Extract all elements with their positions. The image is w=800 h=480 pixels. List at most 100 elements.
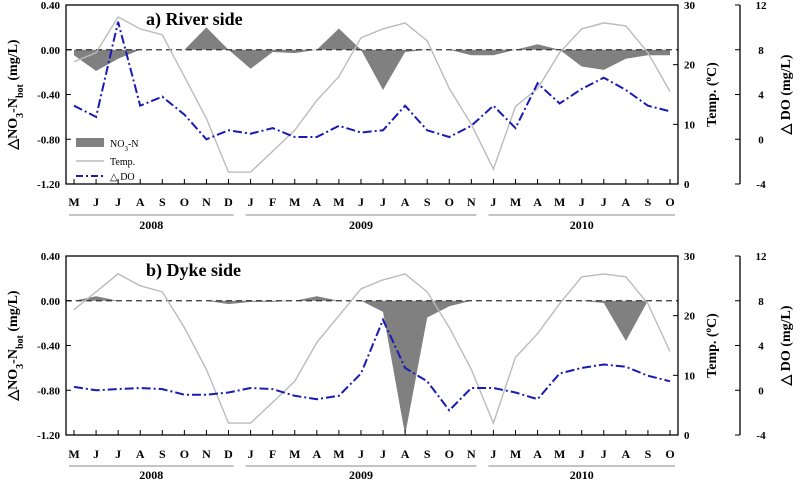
legend-label-no3-part: NO xyxy=(110,139,124,150)
year-label: 2008 xyxy=(139,468,163,480)
temp-tick-label: 30 xyxy=(684,0,696,12)
month-label: O xyxy=(665,195,674,209)
month-label: J xyxy=(380,195,386,209)
month-label: J xyxy=(115,447,121,461)
legend-label-temp: Temp. xyxy=(110,157,135,168)
left-tick-label: -0.40 xyxy=(37,341,60,353)
left-tick-label: -0.80 xyxy=(37,134,60,146)
month-label: M xyxy=(554,447,565,461)
left-tick-label: 0.00 xyxy=(41,296,61,308)
temp-tick-label: 0 xyxy=(684,430,690,442)
month-label: F xyxy=(269,447,276,461)
month-label: M xyxy=(68,447,79,461)
month-label: M xyxy=(554,195,565,209)
month-label: M xyxy=(289,195,300,209)
temp-tick-label: 10 xyxy=(684,119,696,131)
month-label: J xyxy=(248,195,254,209)
do-tick-label: 0 xyxy=(758,134,764,146)
month-label: O xyxy=(180,195,189,209)
month-label: J xyxy=(115,195,121,209)
month-label: J xyxy=(93,447,99,461)
left-tick-label: 0.00 xyxy=(41,45,61,57)
month-label: S xyxy=(424,447,431,461)
month-label: M xyxy=(333,195,344,209)
month-label: J xyxy=(490,447,496,461)
month-label: O xyxy=(665,447,674,461)
month-label: D xyxy=(224,195,233,209)
month-label: J xyxy=(93,195,99,209)
legend-label-no3-part: 3 xyxy=(124,145,128,153)
month-label: J xyxy=(380,447,386,461)
month-label: J xyxy=(601,447,607,461)
month-label: O xyxy=(180,447,189,461)
do-tick-label: 4 xyxy=(758,90,764,102)
do-axis-title: △ DO (mg/L) xyxy=(779,54,794,135)
month-label: A xyxy=(401,195,410,209)
left-axis-title-part: bot xyxy=(15,334,26,349)
do-tick-label: 0 xyxy=(758,385,764,397)
legend: NO3-N Temp. △ DO xyxy=(76,138,139,183)
temp-tick-label: 20 xyxy=(684,60,696,72)
do-tick-label: -4 xyxy=(756,430,766,442)
temp-tick-label: 10 xyxy=(684,370,696,382)
left-axis-title-part: 3 xyxy=(15,113,26,118)
month-label: A xyxy=(622,195,631,209)
temp-tick-label: 20 xyxy=(684,311,696,323)
month-label: M xyxy=(68,195,79,209)
legend-label-no3-part: -N xyxy=(128,139,139,150)
month-label: J xyxy=(490,195,496,209)
left-axis-title-part: △NO xyxy=(6,118,21,151)
left-tick-label: 0.40 xyxy=(41,0,61,12)
plot-frame xyxy=(65,4,679,185)
temp-axis-title-part: o xyxy=(703,76,713,81)
do-tick-label: -4 xyxy=(756,179,766,191)
temp-axis-title: Temp. (oC) xyxy=(703,313,720,378)
temp-line xyxy=(73,273,671,426)
month-label: N xyxy=(467,447,476,461)
temp-axis-title-part: Temp. ( xyxy=(705,81,720,127)
month-label: N xyxy=(202,447,211,461)
month-label: A xyxy=(136,195,145,209)
legend-label-no3: NO3-N xyxy=(110,139,139,153)
year-label: 2008 xyxy=(139,218,163,232)
month-label: J xyxy=(579,447,585,461)
left-axis-title-part: -N xyxy=(6,98,21,113)
legend-swatch-no3 xyxy=(76,138,104,147)
temp-axis-title-part: o xyxy=(703,327,713,332)
month-label: A xyxy=(622,447,631,461)
temp-axis-title-part: Temp. ( xyxy=(705,332,720,378)
temp-line xyxy=(73,15,671,173)
do-line xyxy=(73,317,671,412)
month-label: S xyxy=(159,447,166,461)
month-label: A xyxy=(312,447,321,461)
month-label: D xyxy=(224,447,233,461)
month-label: A xyxy=(136,447,145,461)
month-label: A xyxy=(533,447,542,461)
left-tick-label: 0.40 xyxy=(41,251,61,263)
left-axis-title: △NO3-Nbot (mg/L) xyxy=(6,290,26,402)
left-axis-title-part: bot xyxy=(15,83,26,98)
left-axis-title-part: (mg/L) xyxy=(6,39,21,84)
month-label: J xyxy=(579,195,585,209)
month-label: S xyxy=(645,447,652,461)
do-tick-label: 4 xyxy=(758,341,764,353)
month-label: M xyxy=(510,195,521,209)
year-label: 2009 xyxy=(349,468,373,480)
left-tick-label: -1.20 xyxy=(37,179,60,191)
month-label: O xyxy=(445,447,454,461)
month-label: M xyxy=(510,447,521,461)
do-axis-title: △ DO (mg/L) xyxy=(779,305,794,386)
year-label: 2010 xyxy=(570,468,594,480)
no3-area xyxy=(74,27,670,90)
panel-title: a) River side xyxy=(146,9,243,30)
no3-area xyxy=(74,296,670,435)
month-label: S xyxy=(159,195,166,209)
month-label: N xyxy=(467,195,476,209)
left-axis-title-part: -N xyxy=(6,349,21,364)
month-label: J xyxy=(358,195,364,209)
do-tick-label: 12 xyxy=(756,251,768,263)
month-label: M xyxy=(333,447,344,461)
temp-axis-title-part: C) xyxy=(705,313,720,328)
month-label: N xyxy=(202,195,211,209)
